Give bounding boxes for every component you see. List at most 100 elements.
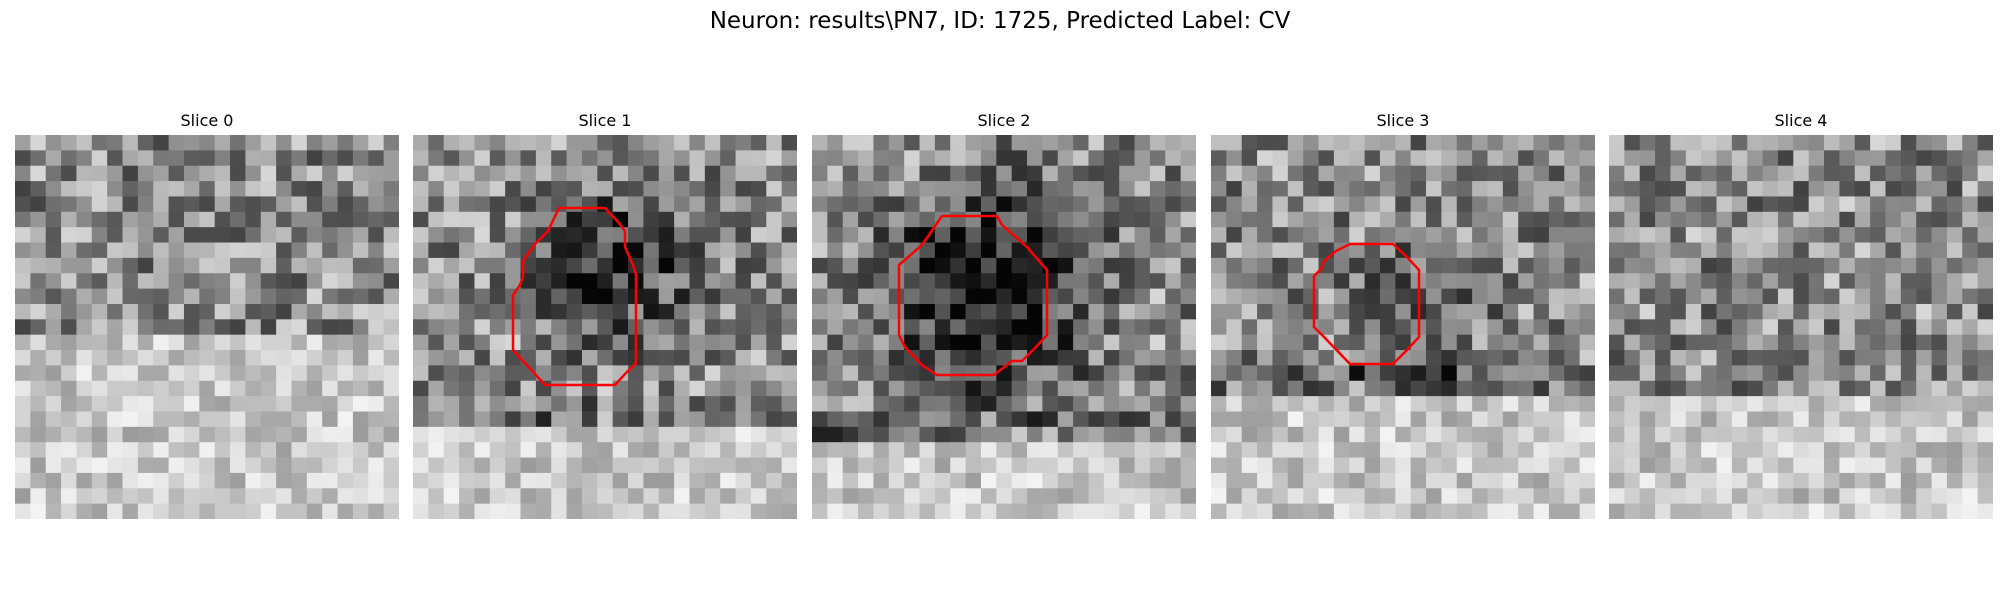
pixel-cell [1624, 380, 1641, 397]
pixel-cell [1103, 257, 1120, 274]
pixel-cell [1624, 350, 1641, 366]
pixel-cell [581, 380, 598, 397]
pixel-cell [750, 303, 767, 320]
pixel-cell [230, 488, 246, 505]
pixel-cell [183, 288, 200, 305]
pixel-cell [322, 503, 339, 519]
pixel-cell [1303, 242, 1320, 259]
pixel-cell [689, 181, 706, 198]
pixel-cell [1073, 150, 1090, 167]
pixel-cell [1119, 165, 1136, 182]
pixel-cell [1410, 380, 1427, 397]
pixel-cell [1119, 396, 1136, 413]
pixel-cell [1977, 350, 1993, 366]
pixel-cell [413, 411, 429, 428]
pixel-cell [858, 165, 875, 182]
pixel-cell [322, 426, 339, 443]
pixel-cell [45, 288, 62, 305]
pixel-cell [1410, 150, 1427, 167]
pixel-cell [1257, 380, 1274, 397]
pixel-cell [1211, 350, 1227, 366]
pixel-cell [1011, 503, 1028, 519]
pixel-cell [1472, 319, 1489, 336]
pixel-cell [1793, 334, 1810, 351]
pixel-cell [1762, 181, 1779, 198]
pixel-cell [199, 242, 216, 259]
pixel-cell [1701, 472, 1718, 489]
pixel-cell [674, 319, 691, 336]
pixel-cell [1349, 472, 1366, 489]
pixel-cell [1226, 181, 1243, 198]
pixel-cell [781, 227, 797, 244]
pixel-cell [1395, 196, 1412, 213]
pixel-cell [1257, 181, 1274, 198]
pixel-cell [1456, 442, 1473, 459]
pixel-cell [413, 273, 429, 290]
pixel-cell [858, 288, 875, 305]
pixel-cell [107, 165, 124, 182]
pixel-cell [1103, 334, 1120, 351]
pixel-cell [965, 303, 982, 320]
pixel-cell [474, 288, 491, 305]
pixel-cell [1685, 503, 1702, 519]
pixel-cell [45, 350, 62, 366]
pixel-cell [1103, 227, 1120, 244]
pixel-cell [1057, 227, 1074, 244]
pixel-cell [1885, 150, 1902, 167]
pixel-cell [1027, 350, 1043, 366]
pixel-cell [1854, 411, 1871, 428]
pixel-cell [766, 350, 783, 366]
pixel-cell [750, 273, 767, 290]
pixel-cell [980, 165, 997, 182]
pixel-cell [842, 165, 859, 182]
pixel-cell [1639, 365, 1656, 382]
pixel-cell [489, 257, 506, 274]
pixel-cell [1655, 181, 1672, 198]
pixel-cell [15, 457, 31, 474]
pixel-cell [276, 411, 293, 428]
pixel-cell [658, 503, 675, 519]
pixel-cell [720, 181, 737, 198]
pixel-cell [1303, 426, 1320, 443]
pixel-cell [750, 350, 767, 366]
pixel-cell [1149, 135, 1166, 151]
pixel-cell [61, 257, 78, 274]
pixel-cell [383, 135, 399, 151]
pixel-cell [337, 350, 354, 366]
pixel-cell [812, 150, 828, 167]
pixel-cell [107, 380, 124, 397]
pixel-cell [1854, 242, 1871, 259]
pixel-cell [153, 472, 170, 489]
pixel-cell [1379, 457, 1396, 474]
pixel-cell [1931, 242, 1948, 259]
pixel-cell [1149, 257, 1166, 274]
pixel-cell [1731, 227, 1748, 244]
pixel-cell [1287, 350, 1304, 366]
pixel-cell [1333, 350, 1350, 366]
pixel-cell [30, 165, 47, 182]
pixel-cell [612, 488, 629, 505]
pixel-cell [245, 472, 262, 489]
pixel-cell [1395, 472, 1412, 489]
pixel-cell [1257, 488, 1274, 505]
pixel-cell [597, 257, 614, 274]
pixel-cell [888, 227, 905, 244]
pixel-cell [1685, 411, 1702, 428]
pixel-cell [107, 503, 124, 519]
pixel-cell [1916, 426, 1933, 443]
pixel-cell [383, 319, 399, 336]
pixel-cell [827, 503, 844, 519]
pixel-cell [1900, 457, 1917, 474]
pixel-cell [15, 411, 31, 428]
pixel-cell [1318, 472, 1335, 489]
pixel-cell [750, 181, 767, 198]
pixel-cell [720, 150, 737, 167]
pixel-cell [597, 503, 614, 519]
pixel-cell [30, 426, 47, 443]
pixel-cell [260, 181, 277, 198]
pixel-cell [443, 257, 460, 274]
pixel-cell [1777, 350, 1794, 366]
pixel-cell [199, 503, 216, 519]
pixel-cell [1564, 319, 1581, 336]
pixel-cell [1395, 135, 1412, 151]
